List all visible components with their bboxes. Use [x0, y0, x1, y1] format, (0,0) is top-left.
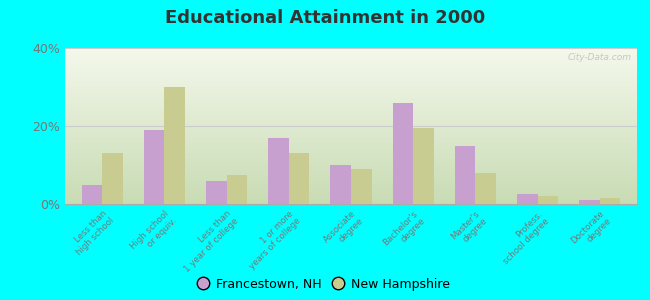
Bar [164, 87, 185, 204]
Bar [330, 165, 351, 204]
Bar [82, 184, 102, 204]
Bar [351, 169, 372, 204]
Bar [600, 198, 620, 204]
Bar [393, 103, 413, 204]
Bar [144, 130, 164, 204]
Bar [455, 146, 475, 204]
Bar [206, 181, 227, 204]
Bar [289, 153, 309, 204]
Bar [538, 196, 558, 204]
Legend: Francestown, NH, New Hampshire: Francestown, NH, New Hampshire [200, 278, 450, 291]
Text: City-Data.com: City-Data.com [567, 53, 631, 62]
Bar [413, 128, 434, 204]
Bar [102, 153, 123, 204]
Bar [579, 200, 600, 204]
Bar [517, 194, 538, 204]
Text: Educational Attainment in 2000: Educational Attainment in 2000 [165, 9, 485, 27]
Bar [227, 175, 247, 204]
Bar [268, 138, 289, 204]
Bar [475, 173, 496, 204]
